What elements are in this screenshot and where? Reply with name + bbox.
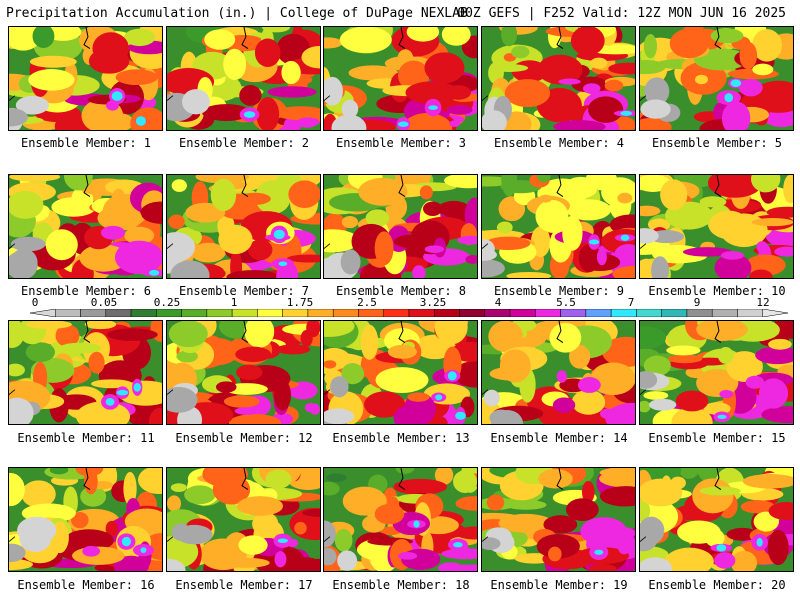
ensemble-member-map — [8, 26, 163, 131]
colorbar-tick-label: 0.25 — [153, 296, 181, 309]
ensemble-member-map — [323, 467, 478, 572]
ensemble-member-map — [166, 26, 321, 131]
colorbar-tick-label: 2.5 — [357, 296, 377, 309]
ensemble-member-map — [639, 320, 794, 425]
ensemble-member-label: Ensemble Member: 5 — [651, 136, 783, 150]
colorbar-segment — [434, 309, 460, 317]
ensemble-member-map — [639, 26, 794, 131]
ensemble-member-label: Ensemble Member: 9 — [493, 284, 625, 298]
colorbar-segment — [358, 309, 384, 317]
ensemble-member-label: Ensemble Member: 20 — [648, 578, 786, 592]
ensemble-member-map — [639, 467, 794, 572]
ensemble-member-map — [8, 467, 163, 572]
ensemble-member-label: Ensemble Member: 1 — [20, 136, 152, 150]
colorbar-segment — [282, 309, 309, 317]
colorbar-tick-label: 9 — [693, 296, 701, 309]
colorbar-tick-label: 0.05 — [90, 296, 118, 309]
ensemble-member-label: Ensemble Member: 4 — [493, 136, 625, 150]
colorbar-segment — [636, 309, 662, 317]
ensemble-member-label: Ensemble Member: 13 — [332, 431, 470, 445]
colorbar-tick-label: 1 — [230, 296, 238, 309]
colorbar-segment — [661, 309, 688, 317]
ensemble-member-map — [639, 174, 794, 279]
colorbar-segment — [307, 309, 334, 317]
ensemble-member-label: Ensemble Member: 7 — [178, 284, 310, 298]
colorbar-max-arrow — [762, 309, 788, 317]
ensemble-member-map — [166, 174, 321, 279]
colorbar-segment — [711, 309, 738, 317]
ensemble-member-map — [8, 320, 163, 425]
colorbar-tick-label: 0 — [31, 296, 39, 309]
colorbar-segment — [332, 309, 359, 317]
ensemble-member-map — [166, 467, 321, 572]
colorbar-segment — [408, 309, 435, 317]
ensemble-member-label: Ensemble Member: 17 — [175, 578, 313, 592]
ensemble-member-label: Ensemble Member: 18 — [332, 578, 470, 592]
colorbar-min-arrow — [30, 309, 56, 317]
ensemble-member-label: Ensemble Member: 16 — [17, 578, 155, 592]
colorbar-tick-label: 1.75 — [286, 296, 314, 309]
colorbar-segment — [535, 309, 561, 317]
ensemble-member-label: Ensemble Member: 12 — [175, 431, 313, 445]
ensemble-member-label: Ensemble Member: 11 — [17, 431, 155, 445]
colorbar-tick-labels: 0 0.05 0.25 1 1.75 2.5 3.25 4 5.5 7 9 12 — [0, 296, 800, 309]
colorbar-segment — [105, 309, 132, 317]
ensemble-member-map — [323, 26, 478, 131]
colorbar-tick-label: 3.25 — [419, 296, 447, 309]
colorbar-segment — [181, 309, 208, 317]
colorbar-segment — [509, 309, 536, 317]
colorbar-segment — [383, 309, 410, 317]
ensemble-member-map — [481, 26, 636, 131]
ensemble-member-label: Ensemble Member: 10 — [648, 284, 786, 298]
colorbar-segment — [80, 309, 107, 317]
colorbar-tick-label: 12 — [756, 296, 770, 309]
ensemble-member-map — [8, 174, 163, 279]
ensemble-member-label: Ensemble Member: 19 — [490, 578, 628, 592]
colorbar-segment — [206, 309, 233, 317]
colorbar-segment — [459, 309, 486, 317]
colorbar-segment — [231, 309, 258, 317]
ensemble-member-label: Ensemble Member: 3 — [335, 136, 467, 150]
colorbar-segment — [130, 309, 157, 317]
ensemble-member-label: Ensemble Member: 15 — [648, 431, 786, 445]
ensemble-member-label: Ensemble Member: 2 — [178, 136, 310, 150]
ensemble-member-map — [481, 320, 636, 425]
colorbar-tick-label: 7 — [627, 296, 635, 309]
colorbar-tick-label: 5.5 — [556, 296, 576, 309]
colorbar-segment — [484, 309, 511, 317]
colorbar-segment — [560, 309, 587, 317]
precipitation-colorbar — [30, 309, 788, 317]
ensemble-member-map — [481, 467, 636, 572]
colorbar-segment — [585, 309, 612, 317]
colorbar-segment — [610, 309, 637, 317]
map-title: Precipitation Accumulation (in.) | Colle… — [6, 6, 468, 21]
ensemble-member-label: Ensemble Member: 8 — [335, 284, 467, 298]
colorbar-segment — [737, 309, 763, 317]
model-valid-time: 00Z GEFS | F252 Valid: 12Z MON JUN 16 20… — [457, 6, 786, 21]
colorbar-segment — [686, 309, 713, 317]
ensemble-member-map — [166, 320, 321, 425]
ensemble-member-map — [323, 320, 478, 425]
colorbar-tick-label: 4 — [494, 296, 502, 309]
colorbar-segment — [55, 309, 81, 317]
colorbar-segment — [257, 309, 283, 317]
ensemble-member-map — [323, 174, 478, 279]
ensemble-member-label: Ensemble Member: 6 — [20, 284, 152, 298]
ensemble-member-label: Ensemble Member: 14 — [490, 431, 628, 445]
ensemble-member-map — [481, 174, 636, 279]
colorbar-segment — [156, 309, 182, 317]
